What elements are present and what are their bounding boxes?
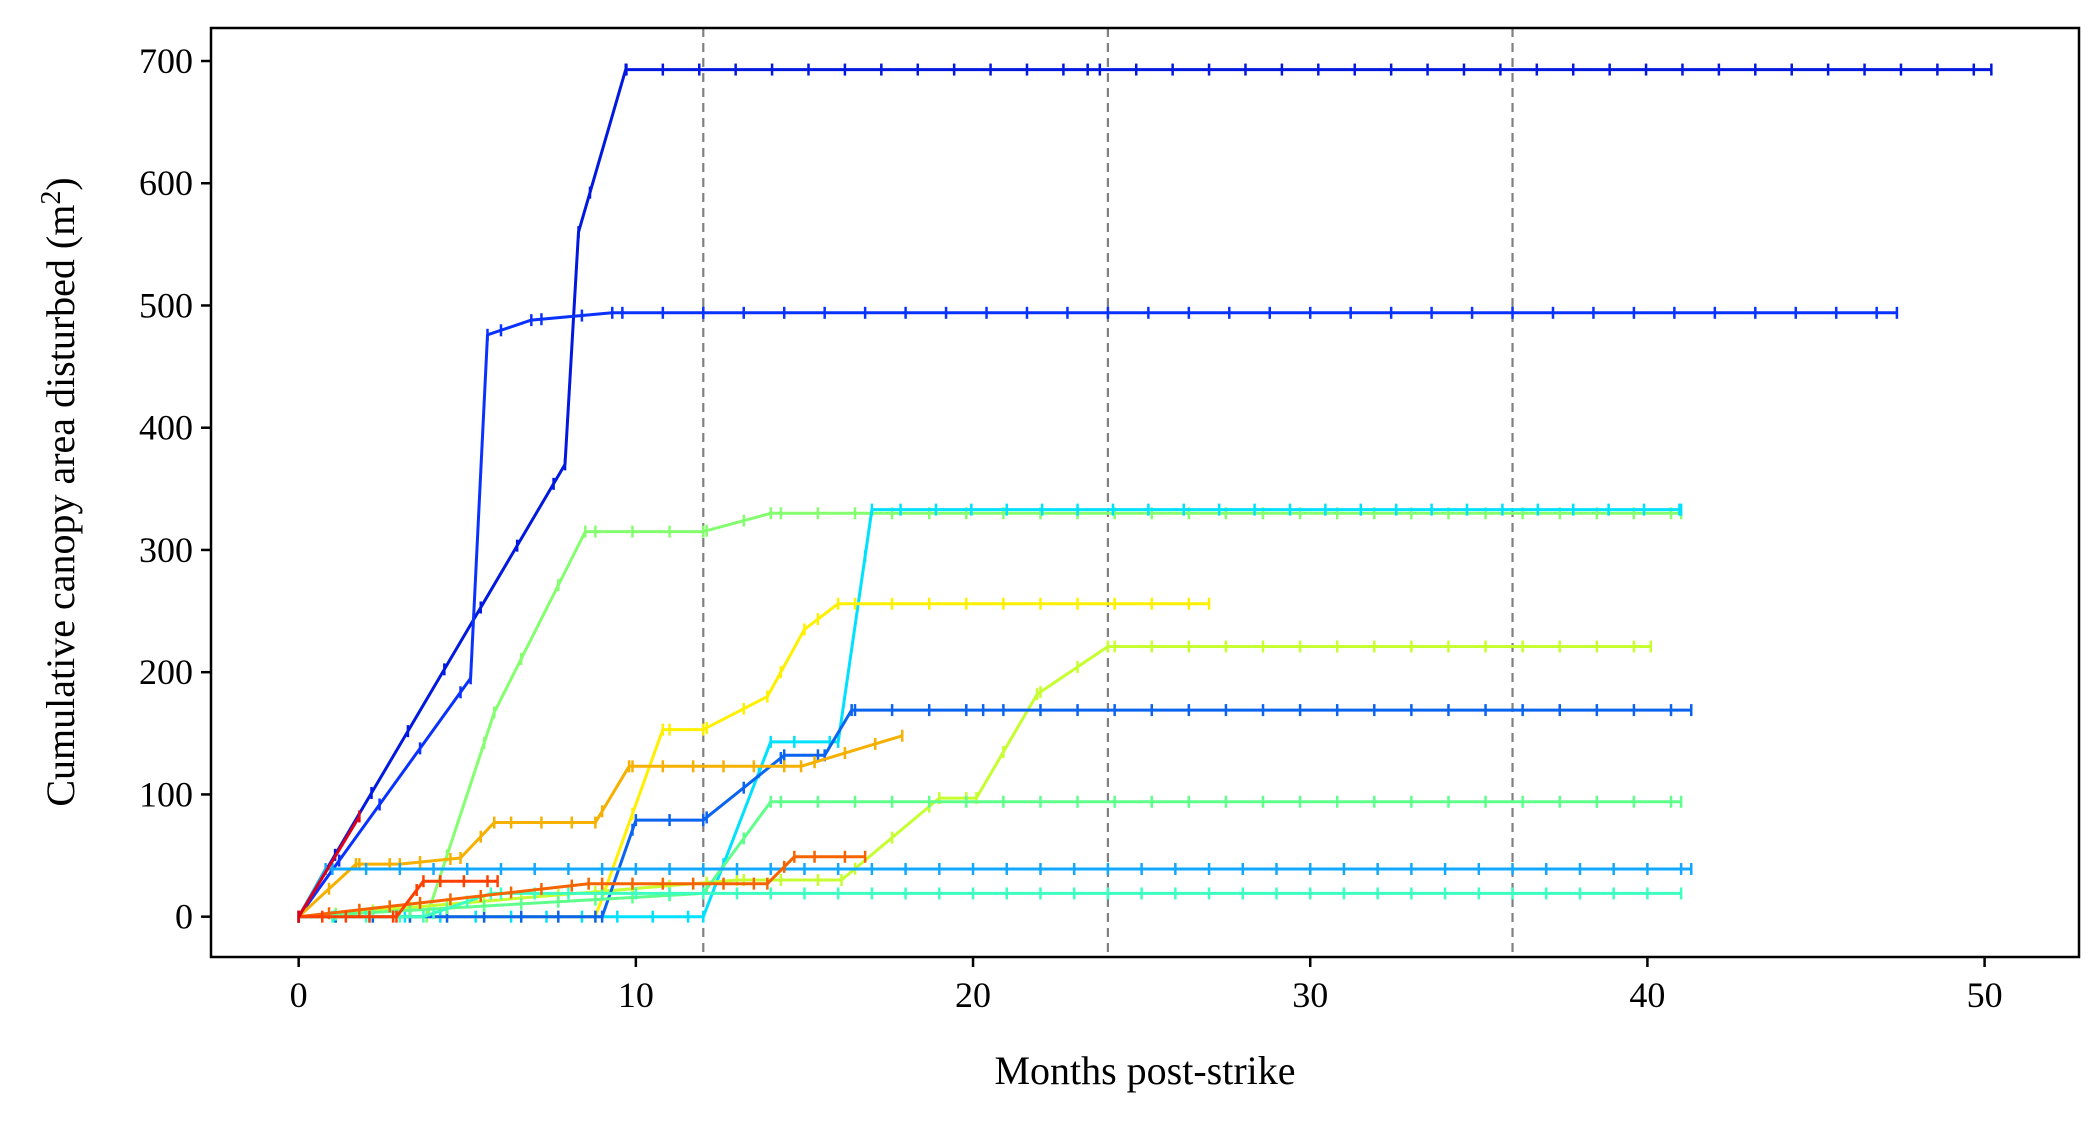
series-line xyxy=(298,708,1692,919)
y-axis: 0 100 200 300 400 500 600 700 xyxy=(139,41,211,937)
x-tick-label: 0 xyxy=(290,975,308,1015)
y-axis-label-main: Cumulative canopy area disturbed (m xyxy=(38,205,83,807)
y-tick-label: 100 xyxy=(139,774,193,814)
x-axis: 0 10 20 30 40 50 xyxy=(290,957,2003,1015)
series-line xyxy=(298,879,498,919)
series-1 xyxy=(297,63,1993,923)
series-6 xyxy=(297,640,1653,923)
y-tick-label: 300 xyxy=(139,530,193,570)
series-line xyxy=(298,508,1682,919)
series-2 xyxy=(297,306,1899,923)
series-9 xyxy=(297,795,1683,923)
y-tick-label: 600 xyxy=(139,163,193,203)
reference-lines xyxy=(702,28,1514,957)
y-axis-label-sup: 2 xyxy=(36,191,67,205)
y-tick-label: 200 xyxy=(139,652,193,692)
series-5 xyxy=(297,597,1211,923)
y-tick-label: 700 xyxy=(139,41,193,81)
series-3 xyxy=(297,507,1683,923)
series-line xyxy=(297,311,1897,918)
series-line xyxy=(297,815,361,918)
series-line xyxy=(298,855,866,919)
y-tick-label: 500 xyxy=(139,285,193,325)
x-tick-label: 50 xyxy=(1967,975,2003,1015)
series-7 xyxy=(297,704,1693,923)
series-14 xyxy=(297,810,361,923)
series-group xyxy=(297,63,1993,923)
series-line xyxy=(297,68,1992,918)
x-tick-label: 10 xyxy=(618,975,654,1015)
x-axis-label: Months post-strike xyxy=(994,1048,1295,1093)
y-tick-label: 400 xyxy=(139,408,193,448)
x-tick-label: 30 xyxy=(1292,975,1328,1015)
series-line xyxy=(298,511,1682,919)
y-axis-label: Cumulative canopy area disturbed (m2) xyxy=(36,177,83,806)
y-axis-label-end: ) xyxy=(38,177,83,190)
series-line xyxy=(298,602,1210,919)
x-tick-label: 20 xyxy=(955,975,991,1015)
y-tick-label: 0 xyxy=(175,897,193,937)
series-line xyxy=(298,645,1651,919)
plot-frame xyxy=(209,26,2081,959)
series-8 xyxy=(297,729,904,923)
x-tick-label: 40 xyxy=(1629,975,1665,1015)
